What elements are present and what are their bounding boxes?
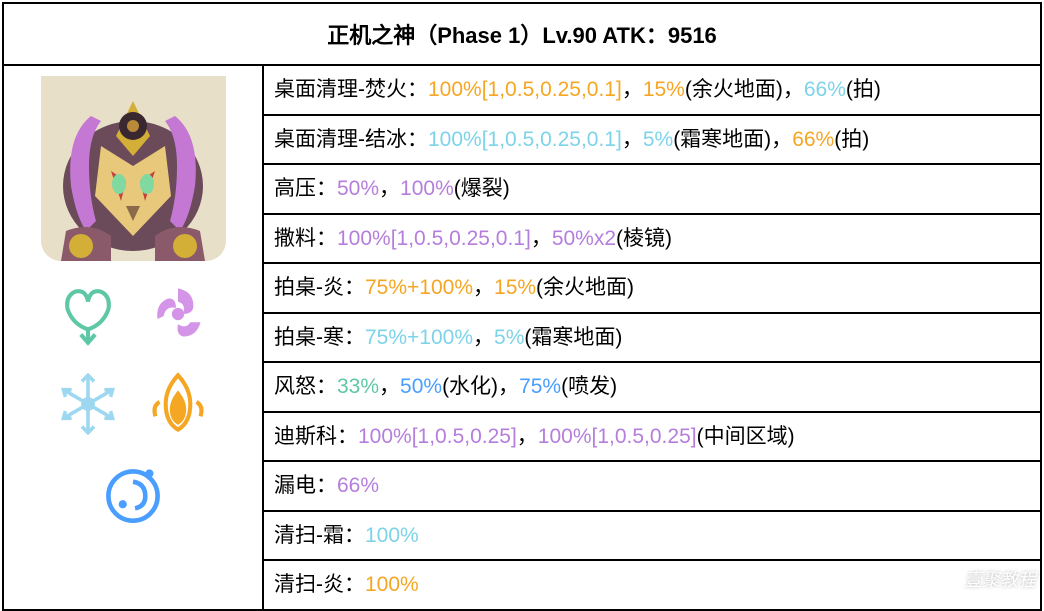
electro-icon	[137, 273, 219, 355]
left-panel	[4, 66, 264, 609]
skill-name: 桌面清理-结冰：	[274, 128, 428, 151]
anemo-icon	[47, 273, 129, 355]
skill-value: (拍)	[834, 128, 869, 151]
skill-row: 风怒：33%，50%(水化)，75%(喷发)	[264, 363, 1040, 413]
skill-value: (水化)，	[442, 375, 519, 398]
skill-row: 漏电：66%	[264, 462, 1040, 512]
skill-name: 撒料：	[274, 227, 337, 250]
skill-value: ，	[622, 78, 643, 101]
hydro-icon	[92, 453, 174, 535]
skill-name: 拍桌-寒：	[274, 326, 365, 349]
skill-name: 拍桌-炎：	[274, 276, 365, 299]
skill-value: ，	[379, 177, 400, 200]
skill-value: 50%x2	[552, 227, 616, 250]
skill-value: 33%	[337, 375, 379, 398]
skill-value: (爆裂)	[454, 177, 510, 200]
skill-value: 100%[1,0.5,0.25,0.1]	[337, 227, 531, 250]
skill-value: (余火地面)	[536, 276, 634, 299]
skill-name: 漏电：	[274, 474, 337, 497]
boss-portrait	[41, 76, 226, 261]
skill-name: 桌面清理-焚火：	[274, 78, 428, 101]
skill-value: 66%	[804, 78, 846, 101]
skill-row: 高压：50%，100%(爆裂)	[264, 165, 1040, 215]
skill-row: 桌面清理-结冰：100%[1,0.5,0.25,0.1]，5%(霜寒地面)，66…	[264, 116, 1040, 166]
content-row: 桌面清理-焚火：100%[1,0.5,0.25,0.1]，15%(余火地面)，6…	[4, 66, 1040, 609]
skill-name: 高压：	[274, 177, 337, 200]
main-table: 正机之神（Phase 1）Lv.90 ATK：9516	[2, 2, 1042, 611]
skill-value: 15%	[494, 276, 536, 299]
skill-value: 50%	[400, 375, 442, 398]
skill-name: 风怒：	[274, 375, 337, 398]
skill-value: ，	[473, 276, 494, 299]
skills-panel: 桌面清理-焚火：100%[1,0.5,0.25,0.1]，15%(余火地面)，6…	[264, 66, 1040, 609]
skill-value: 100%	[365, 573, 419, 596]
skill-value: (中间区域)	[697, 425, 795, 448]
skill-value: (棱镜)	[616, 227, 672, 250]
skill-row: 拍桌-寒：75%+100%，5%(霜寒地面)	[264, 314, 1040, 364]
header-title: 正机之神（Phase 1）Lv.90 ATK：9516	[4, 4, 1040, 66]
skill-value: 75%+100%	[365, 276, 473, 299]
skill-value: (余火地面)，	[685, 78, 804, 101]
skill-value: 5%	[643, 128, 673, 151]
skill-name: 迪斯科：	[274, 425, 358, 448]
skill-value: 100%[1,0.5,0.25,0.1]	[428, 128, 622, 151]
skill-value: 100%	[400, 177, 454, 200]
skill-value: 100%[1,0.5,0.25]	[538, 425, 697, 448]
skill-value: 50%	[337, 177, 379, 200]
skill-value: 100%	[365, 524, 419, 547]
skill-value: ，	[379, 375, 400, 398]
skill-value: 15%	[643, 78, 685, 101]
skill-row: 拍桌-炎：75%+100%，15%(余火地面)	[264, 264, 1040, 314]
skill-value: ，	[517, 425, 538, 448]
skill-value: (喷发)	[561, 375, 617, 398]
skill-value: 66%	[337, 474, 379, 497]
skill-row: 清扫-炎：100%	[264, 561, 1040, 609]
skill-value: ，	[531, 227, 552, 250]
skill-value: (霜寒地面)	[524, 326, 622, 349]
cryo-icon	[47, 363, 129, 445]
pyro-icon	[137, 363, 219, 445]
skill-name: 清扫-炎：	[274, 573, 365, 596]
skill-row: 清扫-霜：100%	[264, 512, 1040, 562]
element-icons-container	[28, 273, 238, 535]
skill-row: 撒料：100%[1,0.5,0.25,0.1]，50%x2(棱镜)	[264, 215, 1040, 265]
skill-value: 66%	[792, 128, 834, 151]
skill-value: 75%+100%	[365, 326, 473, 349]
skill-value: 100%[1,0.5,0.25,0.1]	[428, 78, 622, 101]
skill-value: 100%[1,0.5,0.25]	[358, 425, 517, 448]
skill-name: 清扫-霜：	[274, 524, 365, 547]
skill-row: 桌面清理-焚火：100%[1,0.5,0.25,0.1]，15%(余火地面)，6…	[264, 66, 1040, 116]
skill-value: ，	[473, 326, 494, 349]
skill-value: ，	[622, 128, 643, 151]
skill-value: (拍)	[846, 78, 881, 101]
skill-row: 迪斯科：100%[1,0.5,0.25]，100%[1,0.5,0.25](中间…	[264, 413, 1040, 463]
skill-value: (霜寒地面)，	[673, 128, 792, 151]
skill-value: 75%	[519, 375, 561, 398]
skill-value: 5%	[494, 326, 524, 349]
